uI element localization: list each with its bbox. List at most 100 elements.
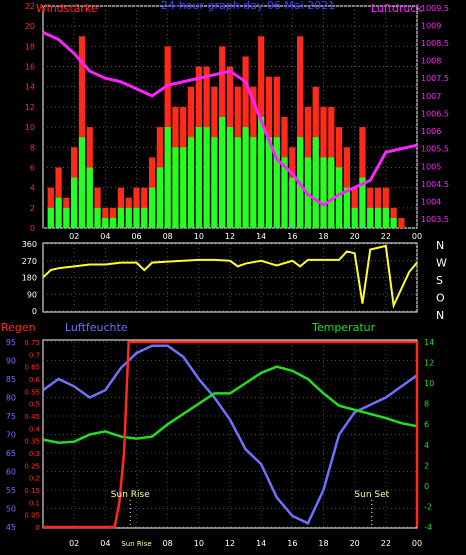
pressure-right-ticks: 1003.5 1004 1004.5 1005 1005.5 1006 1006.5 1007… <box>421 4 449 224</box>
rain-tick-label: 0.3 <box>29 450 40 458</box>
wind-tick-label: 14 <box>25 83 35 92</box>
humidity-tick-label: 95 <box>6 338 16 347</box>
climate-hour-label: 02 <box>69 539 79 548</box>
pressure-tick-label: 1007 <box>421 92 441 101</box>
wind-avg-bar <box>78 137 86 228</box>
wind-avg-bar <box>203 127 210 228</box>
climate-hour-label: 04 <box>100 539 110 548</box>
wind-avg-bar <box>55 197 62 228</box>
climate-hour-label: 14 <box>256 539 266 548</box>
rain-tick-label: 0.75 <box>24 339 40 347</box>
wind-bars <box>47 36 405 229</box>
wind-avg-bar <box>382 207 389 228</box>
pressure-tick-label: 1009 <box>421 21 441 30</box>
wind-tick-label: 6 <box>30 163 35 172</box>
pressure-tick-label: 1008 <box>421 57 441 66</box>
compass-label: N <box>436 309 444 322</box>
direction-tick-label: 270 <box>22 257 37 266</box>
pressure-tick-label: 1004 <box>421 198 441 207</box>
wind-avg-bar <box>265 137 273 228</box>
wind-avg-bar <box>219 117 226 228</box>
wind-gust-bar <box>398 217 405 228</box>
rain-tick-label: 0.15 <box>24 487 40 495</box>
wind-avg-bar <box>351 207 358 228</box>
pressure-tick-label: 1006 <box>421 127 441 136</box>
wind-hour-label: 22 <box>381 232 391 241</box>
temperature-line <box>42 365 418 444</box>
wind-tick-label: 10 <box>25 123 35 132</box>
rain-tick-label: 0 <box>36 524 40 532</box>
temperature-tick-label: 10 <box>424 379 434 388</box>
compass-label: N <box>436 239 444 252</box>
wind-avg-bar <box>187 137 195 228</box>
wind-hour-label: 10 <box>194 232 204 241</box>
rain-tick-label: 0.55 <box>24 388 40 396</box>
wind-avg-bar <box>110 217 117 228</box>
rain-ticks: 0 0.05 0.1 0.15 0.2 0.25 0.3 0.35 0.4 0.45 0.5 0.55… <box>24 339 40 532</box>
climate-hour-label: 16 <box>287 539 297 548</box>
wind-avg-bar <box>374 207 382 228</box>
wind-avg-bar <box>234 137 241 228</box>
temperature-tick-label: 4 <box>424 441 429 450</box>
wind-hour-label: 18 <box>318 232 328 241</box>
wind-hour-label: 06 <box>131 232 141 241</box>
humidity-axis-label: Luftfeuchte <box>65 321 128 334</box>
wind-avg-bar <box>242 127 249 228</box>
wind-hour-label: 00 <box>412 232 422 241</box>
wind-gust-bar <box>297 36 304 228</box>
wind-avg-bar <box>390 217 397 228</box>
climate-hour-label: 20 <box>350 539 360 548</box>
wind-left-ticks: 0 2 4 6 8 10 12 14 16 18 20 22 <box>25 2 35 233</box>
sun-rise-label: Sun Rise <box>111 490 150 500</box>
direction-grid <box>43 243 418 312</box>
wind-tick-label: 16 <box>25 63 35 72</box>
temperature-axis-label: Temperatur <box>311 321 376 334</box>
rain-tick-label: 0.1 <box>29 499 40 507</box>
wind-avg-bar <box>86 167 93 228</box>
humidity-tick-label: 65 <box>6 449 16 458</box>
pressure-tick-label: 1005 <box>421 162 441 171</box>
wind-avg-bar <box>258 117 265 228</box>
wind-avg-bar <box>289 177 296 228</box>
rain-axis-label: Regen <box>1 321 36 334</box>
wind-avg-bar <box>164 127 171 228</box>
wind-avg-bar <box>141 207 148 228</box>
direction-tick-label: 90 <box>27 290 37 299</box>
wind-avg-bar <box>328 157 335 228</box>
wind-axis-label: Windstärke <box>36 2 98 15</box>
humidity-tick-label: 75 <box>6 412 16 421</box>
wind-avg-bar <box>125 207 132 228</box>
direction-tick-label: 0 <box>32 307 37 316</box>
wind-hour-label: 16 <box>287 232 297 241</box>
humidity-tick-label: 60 <box>6 468 16 477</box>
humidity-tick-label: 90 <box>6 357 16 366</box>
wind-avg-bar <box>312 137 319 228</box>
pressure-tick-label: 1009.5 <box>421 4 449 13</box>
humidity-tick-label: 70 <box>6 431 16 440</box>
wind-tick-label: 18 <box>25 42 35 51</box>
wind-tick-label: 22 <box>25 2 35 11</box>
temperature-tick-label: -4 <box>424 523 432 532</box>
temperature-ticks: -4 -2 0 2 4 6 8 10 12 14 <box>424 338 434 532</box>
wind-avg-bar <box>195 127 202 228</box>
wind-hour-label: 14 <box>256 232 266 241</box>
wind-gust-bar <box>55 167 62 228</box>
pressure-tick-label: 1003.5 <box>421 215 449 224</box>
temperature-tick-label: 2 <box>424 461 429 470</box>
humidity-tick-label: 45 <box>6 523 16 532</box>
pressure-tick-label: 1005.5 <box>421 145 449 154</box>
humidity-line <box>42 344 418 525</box>
humidity-tick-label: 50 <box>6 505 16 514</box>
climate-hour-label: 10 <box>194 539 204 548</box>
direction-tick-label: 360 <box>22 240 37 249</box>
wind-avg-bar <box>94 207 101 228</box>
climate-hour-ticks: 02 04 08 10 12 14 16 18 20 22 00 Sun Rise <box>69 539 422 548</box>
compass-label: S <box>436 274 443 287</box>
wind-avg-bar <box>273 137 280 228</box>
wind-avg-bar <box>359 177 366 228</box>
climate-panel: 0 0.05 0.1 0.15 0.2 0.25 0.3 0.35 0.4 0.45 0.5 0.55… <box>1 321 434 548</box>
temperature-tick-label: 12 <box>424 359 434 368</box>
wind-hour-label: 04 <box>100 232 110 241</box>
